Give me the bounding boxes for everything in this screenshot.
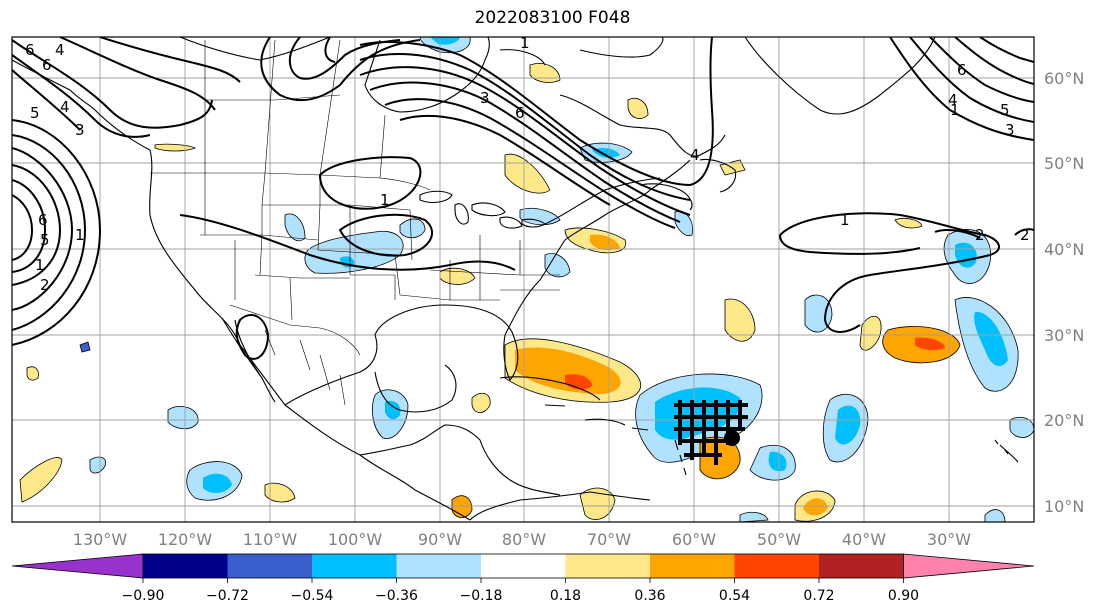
colorbar-segment [650,554,735,578]
contour-label: 1 [35,256,45,274]
lat-label: 50°N [1044,154,1084,173]
colorbar-extend-high [903,553,1035,579]
colorbar-tick-label: −0.72 [206,588,249,604]
contour-label: 2 [975,226,985,244]
colorbar-segment [481,554,566,578]
contour-label: 5 [1000,101,1010,119]
contour-label: 6 [25,41,35,59]
contour-lines [12,37,1034,360]
lon-label: 130°W [73,530,128,549]
political-borders [150,39,560,406]
lon-label: 40°W [842,530,886,549]
contour-label: 4 [60,98,70,116]
contour-label: 6 [42,56,52,74]
colorbar-tick-label: −0.54 [291,588,334,604]
contour-label: 6 [38,211,48,229]
contour-label: 5 [40,231,50,249]
colorbar-tick-label: 0.72 [803,588,834,604]
colorbar-tick-label: 0.36 [634,588,665,604]
contour-label: 3 [75,121,85,139]
significance-hatching [674,400,748,465]
lon-label: 80°W [502,530,546,549]
colorbar-segment [565,554,650,578]
map-title: 2022083100 F048 [474,8,631,28]
graticule [12,37,1034,522]
latitude-labels: 60°N 50°N 40°N 30°N 20°N 10°N [1044,69,1084,516]
contour-label: 4 [55,41,65,59]
colorbar-tick-label: −0.36 [375,588,418,604]
lat-label: 40°N [1044,240,1084,259]
contour-label: 1 [840,211,850,229]
contour-label: 5 [30,104,40,122]
lat-label: 60°N [1044,69,1084,88]
contour-label: 4 [948,91,958,109]
colorbar-segment [227,554,312,578]
contour-label: 2 [1020,226,1030,244]
contour-label: 3 [480,89,490,107]
lon-label: 50°W [757,530,801,549]
colorbar-segment [819,554,904,578]
coastlines [12,37,1019,521]
colorbar-segment [312,554,397,578]
contour-label: 1 [520,34,530,52]
colorbar-frame [142,553,904,579]
contour-labels: 6 4 6 5 3 6 1 3 4 1 1 6 5 4 3 2 4 6 5 2 … [25,34,1030,294]
contour-label: 3 [1005,121,1015,139]
lon-label: 100°W [328,530,383,549]
colorbar-segment [734,554,819,578]
contour-label: 6 [957,61,967,79]
colorbar-tick-label: 0.90 [888,588,919,604]
colorbar-segment [396,554,481,578]
colorbar: −0.90 −0.72 −0.54 −0.36 −0.18 0.18 0.36 … [11,553,1035,604]
colorbar-tick-label: 0.54 [719,588,750,604]
contour-label: 2 [40,276,50,294]
contour-label: 1 [75,226,85,244]
lon-label: 70°W [587,530,631,549]
contour-label: 4 [690,146,700,164]
lon-label: 30°W [927,530,971,549]
contour-label: 1 [380,191,390,209]
lat-label: 10°N [1044,497,1084,516]
lat-label: 20°N [1044,411,1084,430]
map-frame [11,36,1035,523]
longitude-labels: 130°W 120°W 110°W 100°W 90°W 80°W 70°W 6… [73,530,971,549]
lon-label: 60°W [672,530,716,549]
contour-label: 6 [515,104,525,122]
contour-label: 1 [950,101,960,119]
lon-label: 110°W [243,530,298,549]
lon-label: 120°W [158,530,213,549]
colorbar-tick-label: −0.18 [460,588,503,604]
colorbar-tick-label: −0.90 [122,588,165,604]
lat-label: 30°N [1044,326,1084,345]
storm-marker [724,430,740,446]
lon-label: 90°W [418,530,462,549]
colorbar-segment [143,554,228,578]
colorbar-tick-label: 0.18 [550,588,581,604]
colorbar-extend-low [11,553,144,579]
